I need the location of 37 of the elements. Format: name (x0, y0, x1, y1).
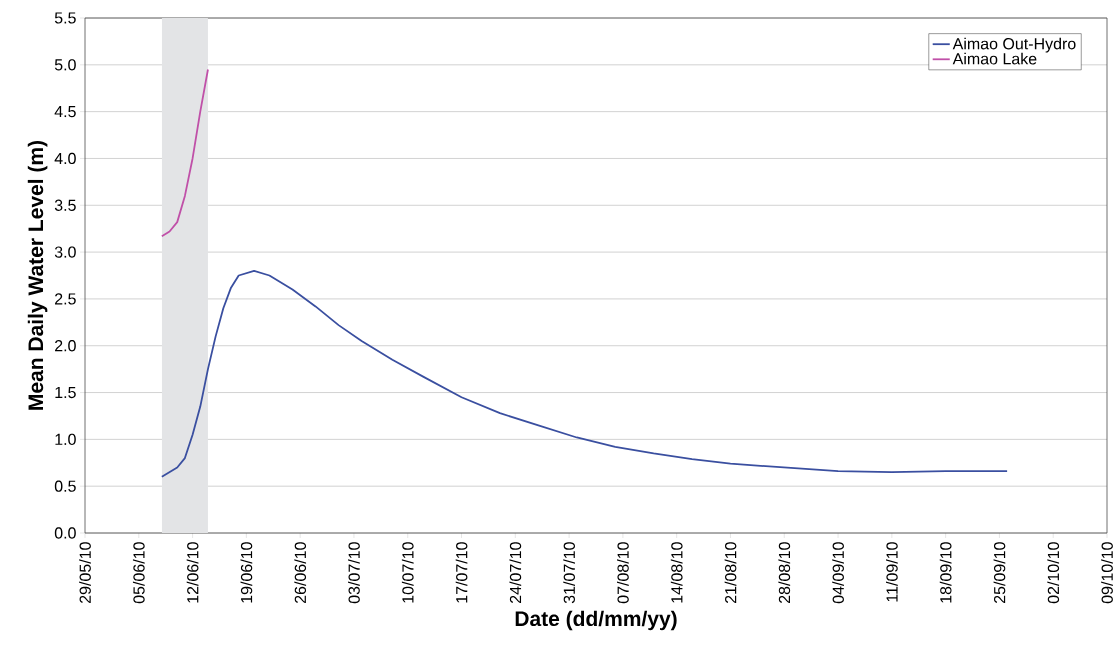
x-tick-label: 17/07/10 (455, 542, 468, 603)
x-tick-label: 29/05/10 (79, 542, 91, 604)
x-tick-label: 28/08/10 (778, 542, 791, 604)
y-tick-label: 3.5 (54, 199, 76, 211)
x-tick-label: 02/10/10 (1047, 542, 1060, 604)
x-tick-label: 21/08/10 (724, 542, 737, 604)
y-tick-label: 0.5 (54, 480, 76, 492)
x-tick-label: 09/10/10 (1101, 542, 1113, 604)
x-tick-label: 05/06/10 (132, 542, 145, 604)
x-tick-label: 26/06/10 (294, 542, 307, 604)
x-tick-label: 24/07/10 (509, 542, 522, 604)
x-axis-title: Date (dd/mm/yy) (515, 610, 677, 631)
x-tick-label: 04/09/10 (832, 542, 844, 604)
y-tick-label: 1.0 (55, 433, 76, 446)
y-tick-label: 2.0 (55, 340, 76, 352)
x-tick-label: 31/07/10 (563, 542, 575, 604)
y-tick-label: 2.5 (55, 293, 76, 305)
y-tick-label: 3.0 (54, 246, 76, 258)
x-tick-label: 03/07/10 (348, 542, 360, 604)
x-tick-label: 07/08/10 (617, 542, 629, 604)
y-tick-label: 4.5 (54, 106, 76, 118)
x-tick-label: 11/09/10 (885, 542, 898, 602)
y-tick-label: 0.0 (54, 527, 76, 539)
x-tick-label: 10/07/10 (401, 542, 414, 603)
x-tick-label: 25/09/10 (993, 542, 1006, 604)
line-series (160, 68, 209, 238)
y-tick-label: 5.0 (54, 59, 76, 71)
legend-label: Aimao Lake (952, 52, 1037, 65)
y-tick-label: 4.0 (54, 152, 76, 165)
x-tick-label: 12/06/10 (186, 542, 199, 603)
x-tick-label: 18/09/10 (939, 542, 952, 603)
legend-label: Aimao Out-Hydro (952, 37, 1076, 53)
y-axis-title: Mean Daily Water Level (m) (27, 141, 48, 410)
x-tick-label: 19/06/10 (240, 542, 253, 603)
y-tick-label: 1.5 (55, 386, 76, 399)
y-tick-label: 5.5 (54, 12, 76, 24)
x-tick-label: 14/08/10 (670, 542, 683, 603)
